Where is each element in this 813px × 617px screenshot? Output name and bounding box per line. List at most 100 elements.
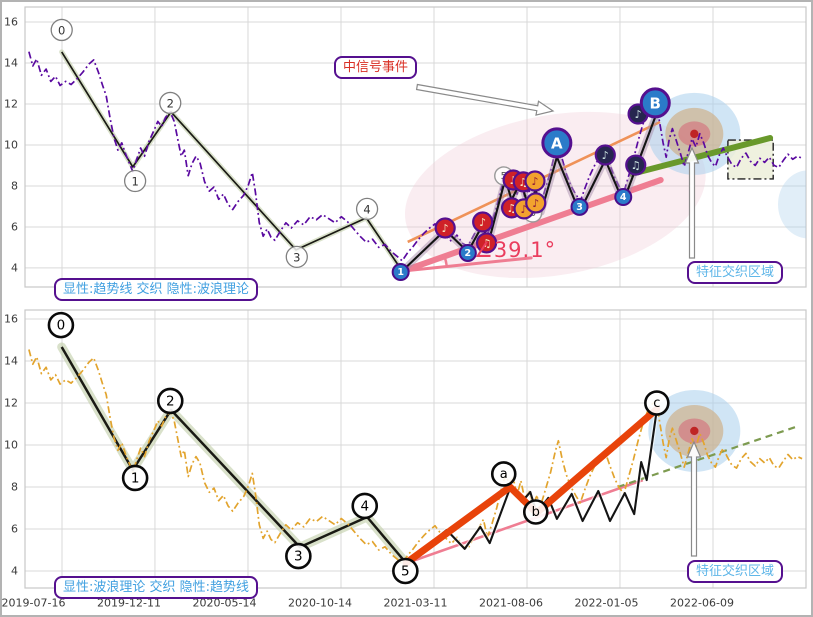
trendline [60, 51, 403, 272]
trend-pivot-marker-label: 3 [293, 250, 300, 264]
x-tick-label: 2021-08-06 [479, 597, 543, 610]
y-tick-label: 16 [4, 15, 18, 28]
wave-count-marker-circle [570, 197, 589, 216]
music-note-icon: ♫ [631, 159, 641, 172]
wave-pivot-marker-circle [351, 492, 379, 520]
trend-pivot-marker-label: 4 [363, 202, 370, 216]
wave-count-marker-label: 1 [397, 267, 404, 278]
wave-count-marker-circle [458, 243, 477, 262]
wave-letter-marker-label: a [500, 467, 508, 482]
music-note-icon: ♪ [532, 197, 539, 210]
wave-count-marker-label: 3 [576, 202, 583, 213]
note-circle [594, 144, 616, 166]
angle-reference-line [401, 256, 533, 273]
wave-pivot-marker-circle [156, 387, 184, 415]
y-tick-label: 4 [11, 261, 18, 274]
y-tick-label: 14 [4, 56, 18, 69]
bottom-region-label: 特征交织区域 [687, 560, 784, 583]
green-dashed-projection [617, 425, 799, 489]
panel-spines [24, 6, 807, 288]
x-tick-label: 2019-12-11 [97, 597, 161, 610]
panel-spines [24, 309, 807, 589]
music-note-icon: ♫ [507, 202, 517, 215]
signal-event-label: 中信号事件 [334, 56, 418, 79]
trend-pivot-marker-label: 2 [167, 96, 174, 110]
wave-zigzag [405, 409, 658, 564]
note-circle [475, 232, 498, 254]
wave-pivot-marker-label: 2 [166, 393, 175, 409]
y-tick-label: 10 [4, 138, 18, 151]
wave-pivot-marker-circle [392, 557, 419, 585]
wave-pivot-marker: 5 [392, 557, 419, 585]
y-tick-label: 14 [4, 355, 18, 368]
angle-arc [443, 255, 449, 267]
wave-count-marker-circle [391, 263, 410, 282]
trend-pivot-marker: 1 [123, 169, 147, 193]
signal-note-marker: ♫ [475, 232, 498, 254]
note-circle [525, 192, 547, 214]
wave-pivot-marker: 1 [121, 464, 149, 492]
signal-note-marker: ♪ [434, 217, 456, 239]
grid [25, 7, 806, 287]
trend-pivot-marker-circle [123, 169, 147, 193]
music-note-icon: ♫ [482, 237, 492, 250]
music-note-icon: ♪ [521, 203, 528, 216]
wave-pivot-marker: 3 [285, 542, 312, 570]
y-tick-label: 6 [11, 522, 18, 535]
wave-pivot-marker-label: 5 [401, 563, 410, 579]
y-tick-label: 6 [11, 220, 18, 233]
wave-count-marker: 2 [458, 243, 477, 262]
note-circle [472, 211, 494, 233]
wave-letter-marker-circle [490, 461, 517, 487]
signal-event-arrow [415, 83, 555, 116]
y-tick-label: 16 [4, 313, 18, 326]
x-tick-label: 2021-03-11 [384, 597, 448, 610]
top-region-label: 特征交织区域 [687, 261, 784, 284]
wave-letter-marker-circle [644, 390, 670, 416]
x-tick-label: 2022-06-09 [670, 597, 734, 610]
trend-pivot-marker-circle [50, 18, 73, 42]
grid [25, 310, 806, 588]
signal-note-marker: ♫ [625, 154, 647, 176]
x-tick-label: 2020-10-14 [288, 597, 352, 610]
bottom-region-arrow [686, 440, 702, 557]
music-note-icon: ♫ [518, 176, 528, 189]
trend-pivot-marker-circle [285, 245, 308, 269]
trend-pivot-marker: 2 [159, 91, 182, 115]
x-tick-label: 2022-01-05 [575, 597, 639, 610]
trendline [60, 346, 408, 564]
wave-zigzag [401, 116, 657, 272]
wave-pivot-marker-circle [285, 542, 312, 570]
wave-letter-marker: b [522, 499, 549, 525]
top-panel-caption: 显性:趋势线 交织 隐性:波浪理论 [54, 278, 259, 301]
music-note-icon: ♪ [479, 216, 486, 229]
music-note-icon: ♪ [635, 108, 642, 121]
signal-note-marker: ♪ [472, 211, 494, 233]
y-tick-label: 4 [11, 564, 18, 577]
wave-abc-marker-label: A [551, 134, 563, 152]
trend-pivot-marker-circle [159, 91, 182, 115]
wave-letter-marker-circle [522, 499, 549, 525]
music-note-icon: ♪ [531, 175, 538, 188]
music-note-icon: ♪ [602, 149, 609, 162]
panel-body [28, 342, 803, 568]
trend-pivot-marker: 4 [355, 197, 379, 221]
wave-abc-marker: B [639, 87, 671, 119]
signal-note-marker: ♪ [525, 192, 547, 214]
wave-pivot-marker-circle [47, 311, 75, 339]
wave-pivot-marker: 2 [156, 387, 184, 415]
top-region-arrow [684, 146, 700, 259]
wave-pivot-marker: 4 [351, 492, 379, 520]
wave-abc-marker-circle [639, 87, 671, 119]
wave-pivot-marker-label: 4 [360, 498, 369, 514]
signal-note-marker: ♪ [594, 144, 616, 166]
angle-annotation: ∠39.1° [474, 238, 557, 262]
trend-pivot-marker: 3 [285, 245, 308, 269]
trend-pivot-marker: 0 [50, 18, 73, 42]
wave-letter-marker-label: c [653, 396, 660, 411]
wave-pivot-marker: 0 [47, 311, 75, 339]
wave-pivot-marker-label: 1 [131, 470, 140, 486]
y-tick-label: 8 [11, 179, 18, 192]
